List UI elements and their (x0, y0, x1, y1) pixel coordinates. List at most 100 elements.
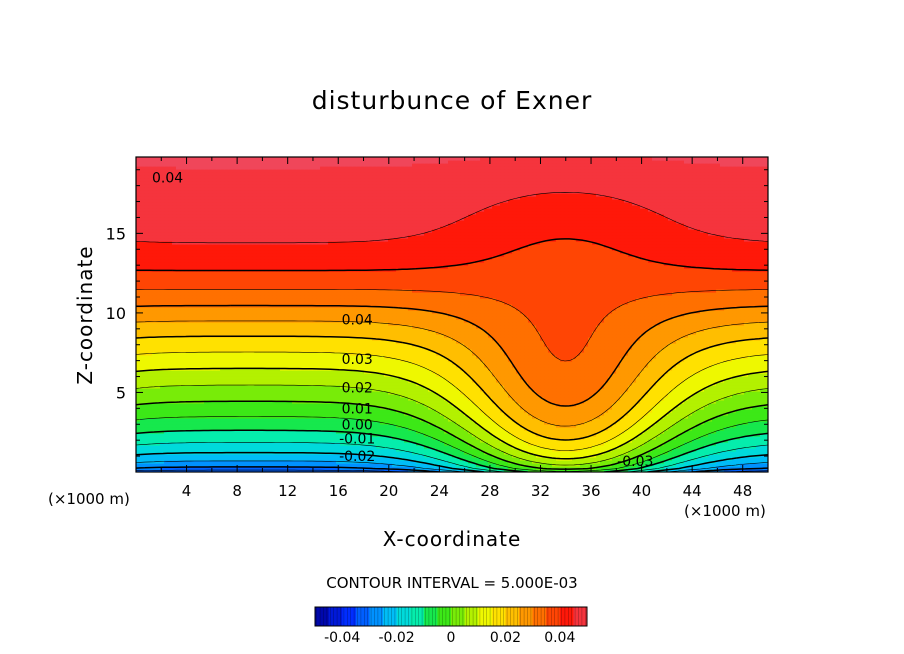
contour-fill-cell (384, 466, 389, 470)
contour-fill-cell (512, 436, 517, 440)
contour-fill-cell (316, 460, 321, 464)
contour-fill-cell (548, 451, 553, 455)
contour-fill-cell (404, 448, 409, 452)
contour-fill-cell (340, 439, 345, 443)
contour-fill-cell (588, 442, 593, 446)
contour-fill-cell (496, 427, 501, 431)
contour-fill-cell (636, 457, 641, 461)
contour-fill-cell (748, 430, 753, 434)
contour-fill-cell (280, 436, 285, 440)
contour-fill-cell (580, 445, 585, 449)
contour-fill-cell (268, 469, 273, 472)
contour-fill-cell (428, 427, 433, 431)
contour-fill-cell (264, 427, 269, 431)
contour-fill-cell (580, 433, 585, 437)
contour-fill-cell (320, 463, 325, 467)
contour-fill-cell (736, 451, 741, 455)
contour-fill-cell (604, 448, 609, 452)
contour-fill-cell (740, 439, 745, 443)
contour-fill-cell (356, 460, 361, 464)
contour-fill-cell (308, 421, 313, 425)
contour-fill-cell (552, 442, 557, 446)
contour-fill-cell (568, 469, 573, 472)
contour-fill-cell (664, 457, 669, 461)
contour-fill-cell (400, 454, 405, 458)
contour-fill-cell (212, 448, 217, 452)
contour-fill-cell (164, 463, 169, 467)
contour-fill-cell (444, 448, 449, 452)
contour-fill-cell (372, 448, 377, 452)
contour-fill-cell (584, 433, 589, 437)
contour-fill-cell (600, 427, 605, 431)
contour-fill-cell (508, 442, 513, 446)
contour-fill-cell (548, 457, 553, 461)
contour-fill-cell (204, 466, 209, 470)
contour-fill-cell (408, 427, 413, 431)
contour-fill-cell (372, 463, 377, 467)
contour-fill-cell (208, 436, 213, 440)
contour-fill-cell (688, 433, 693, 437)
contour-fill-cell (340, 457, 345, 461)
contour-fill-cell (512, 430, 517, 434)
contour-fill-cell (464, 445, 469, 449)
contour-fill-cell (188, 460, 193, 464)
contour-fill-cell (372, 469, 377, 472)
contour-fill-cell (468, 433, 473, 437)
contour-fill-cell (760, 430, 765, 434)
contour-fill-cell (284, 448, 289, 452)
contour-fill-cell (304, 454, 309, 458)
contour-fill-cell (328, 445, 333, 449)
contour-fill-cell (136, 451, 141, 455)
contour-fill-cell (220, 448, 225, 452)
contour-fill-cell (576, 439, 581, 443)
contour-fill-cell (648, 466, 653, 470)
contour-fill-cell (668, 454, 673, 458)
contour-fill-cell (420, 433, 425, 437)
contour-fill-cell (524, 454, 529, 458)
contour-fill-cell (308, 427, 313, 431)
contour-fill-cell (304, 460, 309, 464)
contour-fill-cell (756, 442, 761, 446)
contour-fill-cell (472, 466, 477, 470)
contour-fill-cell (580, 427, 585, 431)
contour-fill-cell (540, 460, 545, 464)
contour-fill-cell (728, 433, 733, 437)
contour-fill-cell (448, 427, 453, 431)
contour-fill-cell (144, 433, 149, 437)
contour-fill-cell (212, 430, 217, 434)
contour-fill-cell (748, 460, 753, 464)
contour-fill-cell (448, 430, 453, 434)
contour-fill-cell (664, 433, 669, 437)
contour-fill-cell (556, 451, 561, 455)
contour-fill-cell (212, 436, 217, 440)
contour-fill-cell (328, 439, 333, 443)
contour-fill-cell (324, 433, 329, 437)
contour-fill-cell (240, 448, 245, 452)
contour-fill-cell (292, 457, 297, 461)
contour-fill-cell (272, 442, 277, 446)
contour-fill-cell (640, 454, 645, 458)
contour-fill-cell (544, 448, 549, 452)
contour-fill-cell (484, 418, 489, 422)
contour-fill-cell (392, 460, 397, 464)
contour-fill-cell (576, 430, 581, 434)
contour-fill-cell (188, 424, 193, 428)
contour-fill-cell (584, 454, 589, 458)
contour-fill-cell (560, 427, 565, 431)
contour-fill-cell (476, 421, 481, 425)
contour-fill-cell (316, 448, 321, 452)
contour-fill-cell (460, 445, 465, 449)
contour-fill-cell (272, 457, 277, 461)
contour-fill-cell (280, 433, 285, 437)
contour-fill-cell (600, 424, 605, 428)
contour-fill-cell (284, 454, 289, 458)
contour-fill-cell (704, 424, 709, 428)
contour-fill-cell (708, 451, 713, 455)
contour-fill-cell (724, 466, 729, 470)
contour-fill-cell (736, 442, 741, 446)
contour-fill-cell (540, 430, 545, 434)
contour-fill-cell (200, 418, 205, 422)
contour-fill-cell (456, 445, 461, 449)
contour-fill-cell (700, 439, 705, 443)
contour-fill-cell (716, 427, 721, 431)
